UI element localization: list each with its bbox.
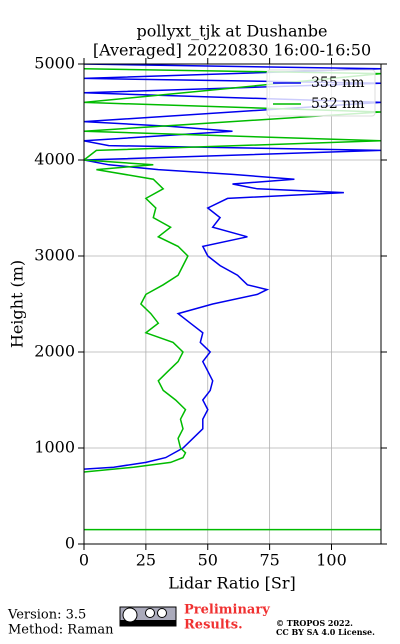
plot-area [84, 64, 381, 531]
chart-subtitle: [Averaged] 20220830 16:00-16:50 [93, 41, 371, 60]
y-tick-label: 0 [65, 534, 75, 553]
y-tick-label: 1000 [34, 438, 75, 457]
version: Version: 3.5 [7, 608, 86, 623]
x-tick-label: 75 [259, 551, 279, 570]
y-tick-label: 2000 [34, 342, 75, 361]
y-tick-label: 5000 [34, 54, 75, 73]
method: Method: Raman [8, 623, 114, 638]
y-tick-label: 3000 [34, 246, 75, 265]
x-tick-label: 0 [79, 551, 89, 570]
cc-logo [119, 606, 177, 627]
x-tick-label: 50 [198, 551, 218, 570]
preliminary: Preliminary [184, 603, 270, 618]
license: CC BY SA 4.0 License. [276, 627, 375, 637]
copyright: © TROPOS 2022. [276, 618, 353, 628]
data-line [84, 68, 381, 531]
y-tick-label: 4000 [34, 150, 75, 169]
x-tick-label: 100 [316, 551, 347, 570]
preliminary: Results. [184, 618, 243, 633]
legend-label: 532 nm [311, 96, 364, 112]
data-line [84, 64, 381, 470]
x-axis-label: Lidar Ratio [Sr] [168, 574, 296, 593]
x-tick-label: 25 [136, 551, 156, 570]
chart-title: pollyxt_tjk at Dushanbe [136, 22, 327, 41]
y-axis-label: Height (m) [8, 260, 27, 348]
legend-label: 355 nm [311, 75, 364, 91]
plot-frame [83, 63, 382, 545]
